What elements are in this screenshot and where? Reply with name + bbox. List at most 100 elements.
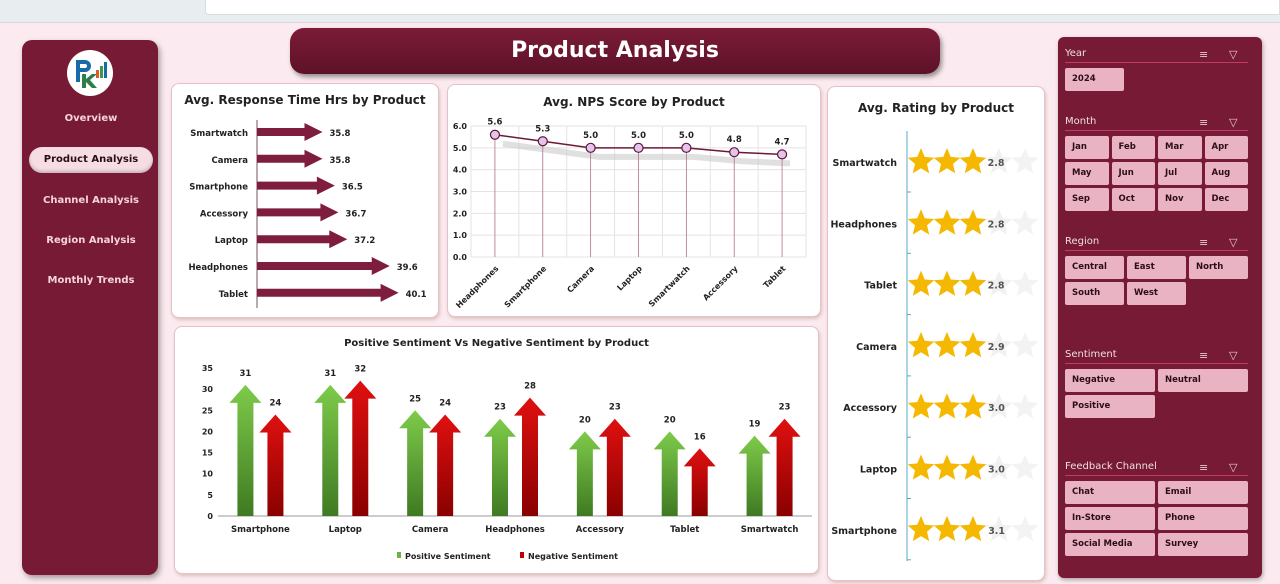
star-filled-icon	[933, 270, 961, 296]
slicer-item[interactable]: Apr	[1204, 136, 1248, 159]
star-empty-icon	[1011, 393, 1039, 419]
arrow-bar	[257, 203, 339, 222]
slicer-item[interactable]: Aug	[1204, 162, 1248, 185]
line-shadow	[502, 140, 791, 167]
sentiment-chart-title: Positive Sentiment Vs Negative Sentiment…	[344, 338, 649, 349]
star-empty-icon	[1011, 454, 1039, 480]
data-point	[537, 136, 548, 147]
slicer-item[interactable]: Negative	[1065, 369, 1155, 392]
star-filled-icon	[907, 515, 935, 542]
clear-filter-icon[interactable]: ▽	[1229, 236, 1238, 249]
clear-filter-icon[interactable]: ▽	[1229, 461, 1238, 474]
slicer-item[interactable]: West	[1127, 282, 1186, 305]
star-filled-icon	[959, 454, 987, 480]
formula-bar	[205, 0, 1280, 15]
clear-filter-icon[interactable]: ▽	[1229, 48, 1238, 61]
slicer-item[interactable]: Central	[1065, 256, 1124, 279]
x-tick-label: Camera	[565, 264, 596, 295]
slicer-item[interactable]: North	[1189, 256, 1248, 279]
slicer-item[interactable]: Dec	[1204, 188, 1248, 211]
category-label: Smartwatch	[190, 129, 248, 139]
data-label: 20	[579, 415, 591, 425]
slicer-item[interactable]: Social Media	[1065, 533, 1155, 556]
nav-overview[interactable]: Overview	[64, 113, 118, 124]
slicer-item[interactable]: Survey	[1158, 533, 1248, 556]
negative-arrow-bar	[768, 418, 801, 516]
data-label: 20	[664, 415, 676, 425]
x-tick-label: Tablet	[762, 264, 788, 290]
data-label: 23	[779, 403, 791, 413]
slicer-items: 2024	[1065, 68, 1248, 91]
slicer-item[interactable]: Mar	[1158, 136, 1202, 159]
x-tick-label: Headphones	[485, 525, 545, 535]
star-filled-icon	[959, 393, 987, 419]
data-point	[681, 142, 692, 153]
star-filled-icon	[933, 331, 961, 358]
slicer-item[interactable]: Jul	[1158, 162, 1202, 185]
legend-swatch-negative	[520, 552, 524, 558]
x-tick-label: Headphones	[454, 264, 500, 310]
clear-filter-icon[interactable]: ▽	[1229, 349, 1238, 362]
slicer-items: Negative Neutral Positive	[1065, 369, 1248, 418]
multi-select-icon[interactable]: ≡	[1199, 236, 1209, 249]
slicer-item[interactable]: Jan	[1065, 136, 1109, 159]
multi-select-icon[interactable]: ≡	[1199, 48, 1209, 61]
legend-swatch-positive	[397, 552, 401, 558]
logo	[67, 50, 113, 96]
slicer-item[interactable]: In-Store	[1065, 507, 1155, 530]
y-tick-label: 0.0	[453, 253, 468, 262]
slicer-item[interactable]: Feb	[1111, 136, 1155, 159]
slicer-item[interactable]: Oct	[1111, 188, 1155, 211]
slicer-items: Chat Email In-Store Phone Social Media Survey	[1065, 481, 1248, 556]
multi-select-icon[interactable]: ≡	[1199, 116, 1209, 129]
data-label: 2.9	[988, 342, 1005, 353]
slicer-item[interactable]: East	[1127, 256, 1186, 279]
nav-monthly-trends[interactable]: Monthly Trends	[47, 275, 135, 286]
arrow-bar	[257, 230, 348, 249]
y-tick-label: 5	[207, 491, 213, 500]
data-label: 5.6	[487, 118, 502, 128]
slicer-item[interactable]: Positive	[1065, 395, 1155, 418]
slicer-item[interactable]: Jun	[1111, 162, 1155, 185]
legend-label-negative: Negative Sentiment	[528, 552, 618, 561]
slicer-item[interactable]: Email	[1158, 481, 1248, 504]
category-label: Headphones	[830, 219, 897, 230]
star-empty-icon	[1011, 209, 1039, 235]
nps-chart-title: Avg. NPS Score by Product	[543, 95, 725, 109]
category-label: Tablet	[864, 281, 897, 292]
arrow-bar	[257, 123, 323, 141]
legend-label-positive: Positive Sentiment	[405, 552, 491, 561]
slicer-item[interactable]: South	[1065, 282, 1124, 305]
slicer-title: Sentiment	[1065, 349, 1117, 360]
positive-arrow-bar	[399, 410, 432, 516]
nav-product-analysis[interactable]: Product Analysis	[29, 147, 153, 173]
category-label: Accessory	[200, 209, 249, 219]
star-filled-icon	[907, 209, 935, 235]
data-point	[776, 149, 788, 160]
slicer-item[interactable]: Neutral	[1158, 369, 1248, 392]
data-label: 28	[524, 382, 536, 392]
multi-select-icon[interactable]: ≡	[1199, 349, 1209, 362]
slicer-item[interactable]: 2024	[1065, 68, 1124, 91]
sidebar: Overview Product Analysis Channel Analys…	[22, 40, 158, 575]
data-label: 5.0	[583, 131, 598, 141]
slicer-item[interactable]: Sep	[1065, 188, 1109, 211]
star-filled-icon	[907, 148, 935, 174]
slicer-item[interactable]: May	[1065, 162, 1109, 185]
positive-arrow-bar	[484, 418, 516, 516]
nps-card: Avg. NPS Score by Product 0.0 1.0 2.0 3.0 4.…	[447, 84, 821, 317]
clear-filter-icon[interactable]: ▽	[1229, 116, 1238, 129]
star-filled-icon	[959, 331, 987, 358]
star-filled-icon	[959, 209, 987, 235]
nav-channel-analysis[interactable]: Channel Analysis	[42, 195, 140, 206]
slicer-item[interactable]: Phone	[1158, 507, 1248, 530]
slicer-item[interactable]: Nov	[1158, 188, 1202, 211]
multi-select-icon[interactable]: ≡	[1199, 461, 1209, 474]
data-label: 19	[749, 420, 761, 430]
negative-arrow-bar	[683, 448, 716, 516]
nav-region-analysis[interactable]: Region Analysis	[46, 235, 136, 246]
slicer-item[interactable]: Chat	[1065, 481, 1155, 504]
category-label: Smartwatch	[832, 158, 897, 169]
category-label: Headphones	[188, 263, 248, 273]
data-label: 3.0	[988, 465, 1005, 476]
